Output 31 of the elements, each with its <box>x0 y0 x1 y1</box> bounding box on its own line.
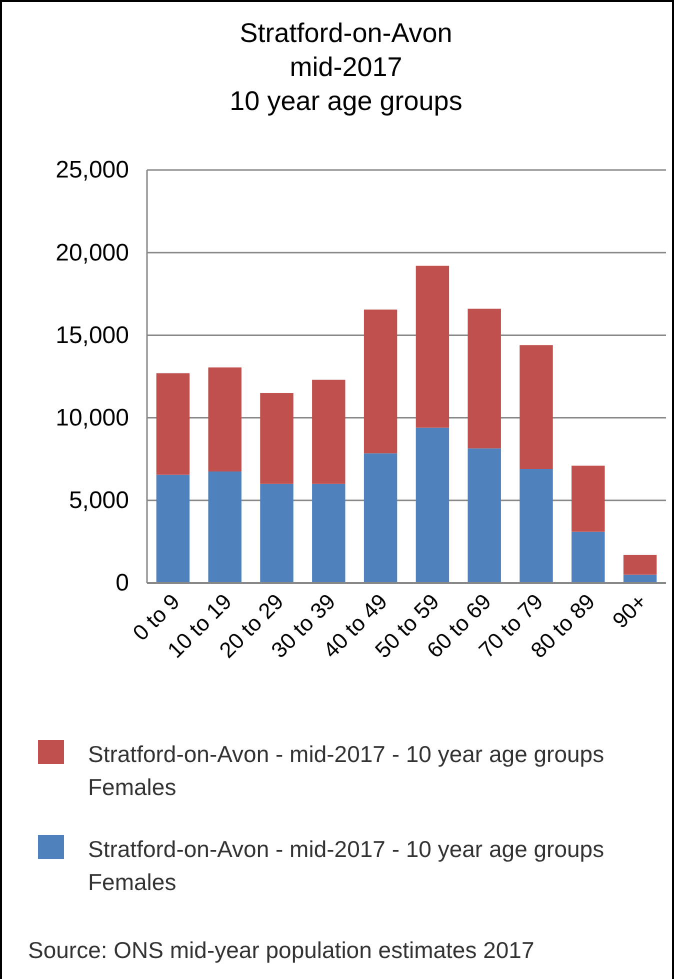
bar <box>208 471 242 583</box>
chart-title: Stratford-on-Avon mid-2017 10 year age groups <box>230 18 462 116</box>
bar <box>260 484 294 583</box>
bar <box>156 373 190 475</box>
bar <box>520 469 553 583</box>
bar <box>312 484 346 583</box>
bar <box>572 532 605 583</box>
bar <box>312 380 346 484</box>
bar <box>156 474 190 583</box>
bar <box>364 453 398 583</box>
y-tick-label: 25,000 <box>56 156 129 184</box>
bar <box>623 574 657 583</box>
bar <box>623 554 657 575</box>
bar <box>468 308 501 448</box>
legend-label: Stratford-on-Avon - mid-2017 - 10 year age groups Females <box>88 741 604 800</box>
source-note: Source: ONS mid-year population estimates 2017 <box>28 937 534 963</box>
y-tick-label: 10,000 <box>56 404 129 432</box>
y-tick-label: 15,000 <box>56 322 129 349</box>
legend-label: Stratford-on-Avon - mid-2017 - 10 year age groups Females <box>88 836 604 895</box>
bar <box>364 310 398 454</box>
bar <box>416 266 450 428</box>
bar <box>468 448 501 583</box>
y-tick-label: 5,000 <box>68 487 129 514</box>
x-tick-label: 90+ <box>608 588 652 633</box>
y-tick-label: 0 <box>116 570 129 597</box>
y-tick-label: 20,000 <box>56 239 129 266</box>
bar <box>416 428 450 583</box>
bar <box>260 393 294 484</box>
bar <box>208 367 242 472</box>
bar <box>520 345 553 470</box>
bar <box>572 466 605 532</box>
